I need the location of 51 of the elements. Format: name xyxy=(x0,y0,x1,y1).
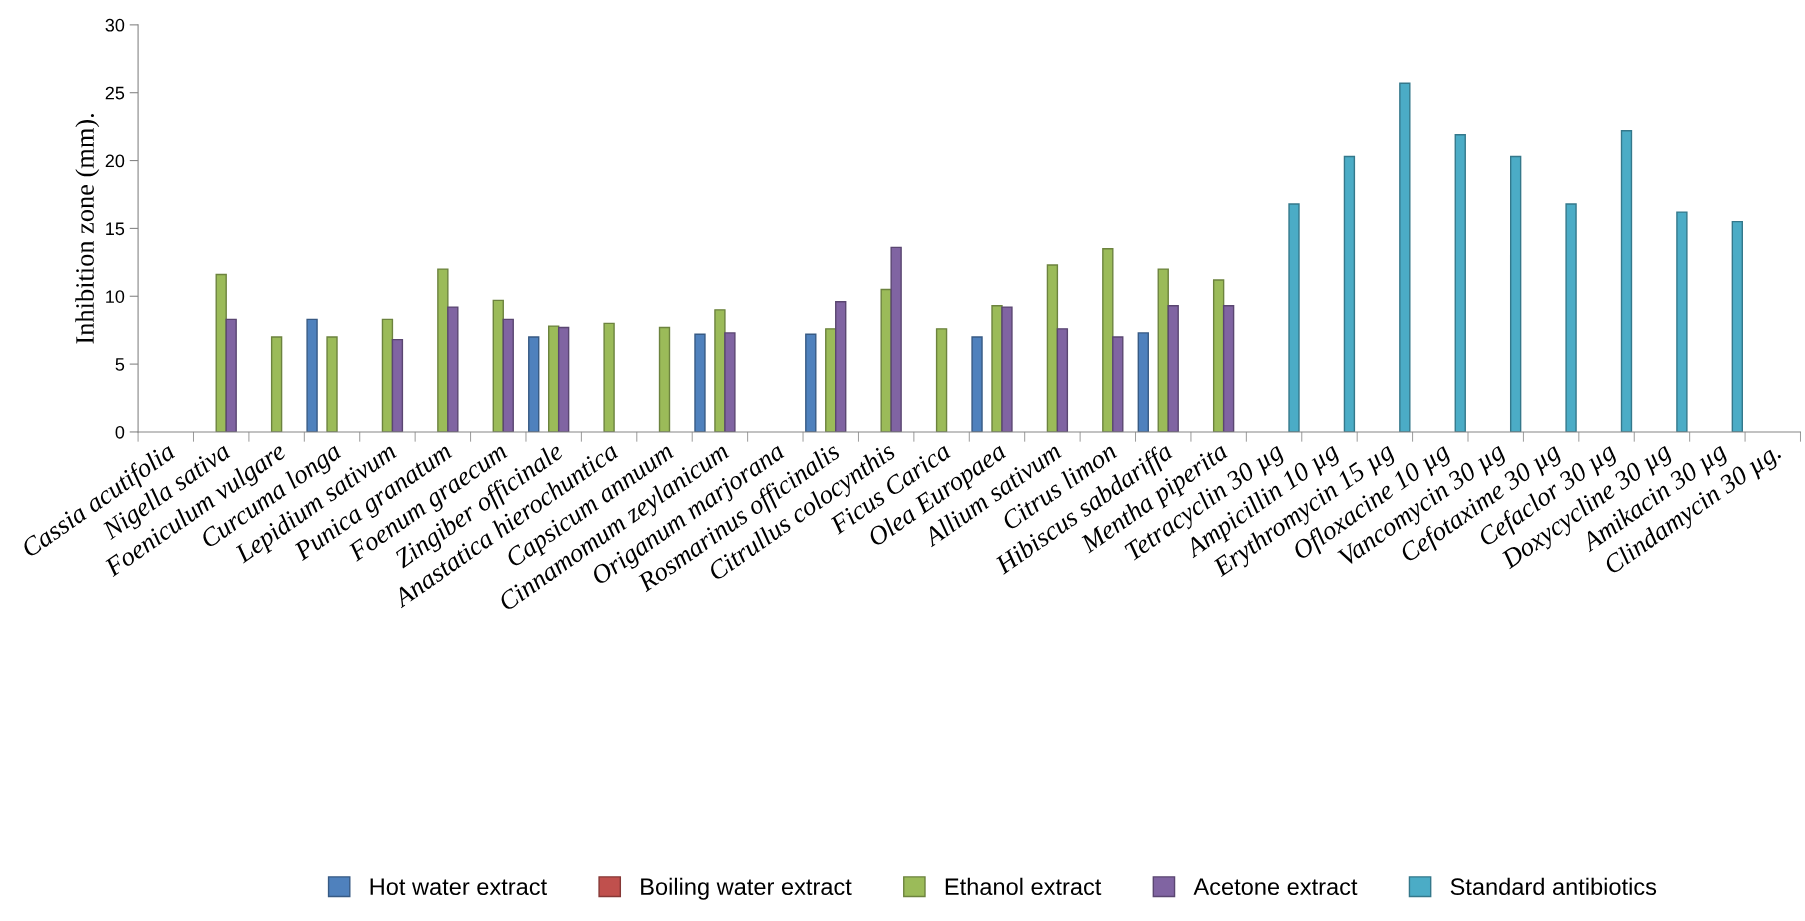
bar xyxy=(694,333,706,432)
legend-label: Ethanol extract xyxy=(945,877,1102,896)
bar xyxy=(658,326,671,432)
bar xyxy=(1167,305,1179,432)
legend-label: Acetone extract xyxy=(1193,878,1358,896)
y-tick-label: 25 xyxy=(105,86,125,100)
bar xyxy=(528,336,540,432)
bar xyxy=(437,268,449,432)
bar xyxy=(935,328,948,432)
bar xyxy=(1565,203,1577,432)
bar xyxy=(1102,248,1114,432)
bar xyxy=(724,332,736,432)
bar xyxy=(1343,155,1356,432)
bar xyxy=(270,336,283,432)
bar xyxy=(502,318,514,432)
bar xyxy=(890,246,902,432)
y-axis-title: Inhibition zone (mm). xyxy=(75,113,100,344)
bar xyxy=(1112,336,1124,432)
bar xyxy=(1222,305,1235,432)
bar xyxy=(805,333,817,432)
y-tick-label: 30 xyxy=(105,18,125,32)
bar xyxy=(1509,155,1522,432)
bar xyxy=(1620,130,1633,432)
y-tick-label: 10 xyxy=(106,290,125,303)
y-tick-label: 0 xyxy=(115,425,125,439)
bar xyxy=(1731,220,1743,432)
bar xyxy=(1288,203,1300,432)
bar xyxy=(1454,134,1466,432)
bar xyxy=(1399,82,1411,432)
bar xyxy=(1137,332,1149,432)
legend-label: Standard antibiotics xyxy=(1450,877,1657,896)
bar xyxy=(326,336,338,432)
y-tick-label: 5 xyxy=(115,358,125,371)
y-tick-label: 20 xyxy=(105,154,125,168)
bar xyxy=(603,322,615,432)
bar xyxy=(557,326,570,432)
bar xyxy=(1046,264,1059,432)
bar xyxy=(306,318,318,432)
bar xyxy=(714,309,726,432)
bar xyxy=(1676,211,1688,432)
bar xyxy=(391,338,404,432)
bar xyxy=(835,300,847,432)
legend-label: Hot water extract xyxy=(370,878,547,896)
bar xyxy=(1056,328,1069,432)
legend-label: Boiling water extract xyxy=(641,877,852,900)
bar xyxy=(447,306,459,432)
bar xyxy=(225,318,237,432)
bar xyxy=(1001,306,1013,432)
bar xyxy=(1157,268,1169,432)
bar xyxy=(971,336,983,432)
y-tick-label: 15 xyxy=(106,222,125,236)
